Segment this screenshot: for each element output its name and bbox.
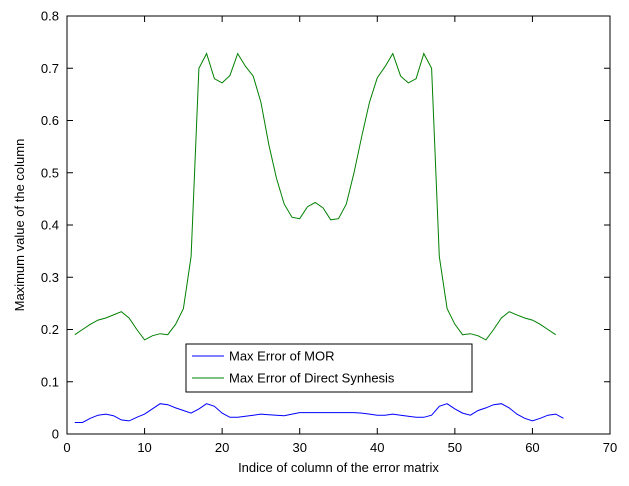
- legend-box: [185, 343, 473, 393]
- legend-label-mor: Max Error of MOR: [229, 349, 334, 364]
- y-tick-label: 0.6: [41, 113, 59, 128]
- x-tick-label: 30: [292, 440, 306, 455]
- x-tick-label: 10: [137, 440, 151, 455]
- y-tick-label: 0.2: [41, 322, 59, 337]
- y-tick-label: 0: [52, 427, 59, 442]
- legend: Max Error of MOR Max Error of Direct Syn…: [185, 343, 473, 393]
- x-tick-label: 20: [215, 440, 229, 455]
- series-line-direct-synthesis: [74, 52, 556, 341]
- axis-ticks: 0 10 20 30 40 50 60 70 0 0.1 0.2 0.3 0.4 0.5 0.6 0.7 0.8: [41, 9, 617, 456]
- series-group: [74, 52, 564, 423]
- y-tick-label: 0.5: [41, 165, 59, 180]
- x-tick-label: 60: [525, 440, 539, 455]
- x-tick-label: 0: [63, 440, 70, 455]
- x-axis-label: Indice of column of the error matrix: [238, 460, 439, 475]
- x-tick-label: 40: [370, 440, 384, 455]
- series-line-mor: [74, 403, 564, 423]
- legend-label-direct-synthesis: Max Error of Direct Synhesis: [229, 371, 395, 386]
- y-axis-label: Maximum value of the column: [12, 139, 27, 312]
- y-tick-label: 0.3: [41, 270, 59, 285]
- x-tick-label: 70: [603, 440, 617, 455]
- y-tick-label: 0.1: [41, 374, 59, 389]
- y-tick-label: 0.7: [41, 61, 59, 76]
- y-tick-label: 0.4: [41, 218, 59, 233]
- x-tick-label: 50: [448, 440, 462, 455]
- y-tick-label: 0.8: [41, 9, 59, 24]
